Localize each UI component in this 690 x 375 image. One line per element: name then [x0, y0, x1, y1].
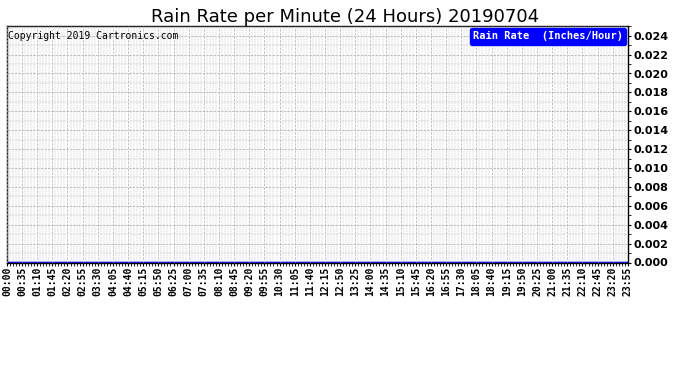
- Text: Copyright 2019 Cartronics.com: Copyright 2019 Cartronics.com: [8, 31, 179, 41]
- Legend: Rain Rate  (Inches/Hour): Rain Rate (Inches/Hour): [470, 28, 626, 45]
- Text: Rain Rate per Minute (24 Hours) 20190704: Rain Rate per Minute (24 Hours) 20190704: [151, 8, 539, 26]
